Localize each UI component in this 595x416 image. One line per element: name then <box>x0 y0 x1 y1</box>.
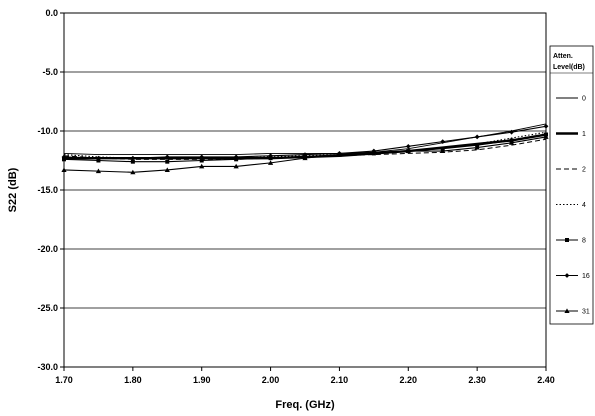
data-point-31 <box>302 155 308 161</box>
data-point-31 <box>474 144 480 150</box>
x-tick-label: 2.40 <box>537 375 555 385</box>
legend: Atten. Level(dB) 0 1 2 4 8 16 31 <box>549 45 594 325</box>
data-point-16 <box>199 154 205 160</box>
data-point-31 <box>405 148 411 154</box>
x-tick-label: 1.70 <box>55 375 73 385</box>
x-tick-label: 2.20 <box>400 375 418 385</box>
data-point-16 <box>543 123 549 129</box>
legend-marker-8 <box>565 238 569 242</box>
legend-box <box>549 45 594 325</box>
data-point-31 <box>336 152 343 157</box>
gridlines <box>64 71 546 309</box>
x-tick-label: 1.90 <box>193 375 211 385</box>
data-point-16 <box>405 143 411 149</box>
legend-item-16: 16 <box>556 273 590 280</box>
x-tick-label: 1.80 <box>124 375 142 385</box>
data-point-31 <box>233 163 239 169</box>
data-point-8 <box>165 159 170 164</box>
legend-label-16: 16 <box>582 273 590 280</box>
series-16 <box>61 123 549 161</box>
y-axis-title: S22 (dB) <box>7 167 19 212</box>
y-axis: 0.0 -5.0 -10.0 -15.0 -20.0 -25.0 -30.0 <box>37 8 64 372</box>
legend-label-31: 31 <box>582 309 590 316</box>
legend-item-31: 31 <box>556 308 590 316</box>
x-tick-label: 2.10 <box>331 375 349 385</box>
series-31 <box>61 134 549 175</box>
y-tick-label: -30.0 <box>37 362 58 372</box>
legend-item-8: 8 <box>556 238 586 245</box>
y-tick-label: -10.0 <box>37 126 58 136</box>
data-point-31 <box>267 160 274 165</box>
legend-items: 0 1 2 4 8 16 31 <box>556 96 590 316</box>
data-point-8 <box>130 159 135 164</box>
data-point-31 <box>440 148 446 154</box>
legend-item-1: 1 <box>556 131 586 138</box>
legend-label-8: 8 <box>582 238 586 245</box>
series-group <box>61 123 549 175</box>
data-point-16 <box>268 153 273 159</box>
plot-frame-group: 0.0 -5.0 -10.0 -15.0 -20.0 -25.0 -30.0 1.70 1.8… <box>37 8 554 385</box>
legend-marker-16 <box>564 273 570 278</box>
data-point-31 <box>371 149 377 155</box>
data-point-16 <box>233 154 239 160</box>
data-point-16 <box>164 154 170 160</box>
y-tick-label: -5.0 <box>42 67 58 77</box>
data-point-16 <box>474 134 480 140</box>
x-axis: 1.70 1.80 1.90 2.00 2.10 2.20 2.30 2.40 <box>55 367 555 385</box>
legend-marker-31 <box>564 308 570 313</box>
legend-title-line-1: Atten. <box>553 53 573 60</box>
y-tick-label: -20.0 <box>37 244 58 254</box>
legend-item-2: 2 <box>556 167 586 174</box>
data-point-16 <box>440 139 446 145</box>
data-point-16 <box>302 152 308 157</box>
data-point-16 <box>130 155 136 161</box>
data-point-31 <box>508 140 515 145</box>
data-point-16 <box>61 154 67 160</box>
legend-label-4: 4 <box>582 202 586 209</box>
data-point-31 <box>199 163 205 169</box>
x-axis-title: Freq. (GHz) <box>275 399 335 411</box>
x-tick-label: 2.30 <box>468 375 486 385</box>
y-tick-label: 0.0 <box>45 8 58 18</box>
data-point-31 <box>61 167 67 172</box>
legend-label-1: 1 <box>582 131 586 138</box>
data-point-16 <box>96 155 101 161</box>
data-point-16 <box>509 129 514 135</box>
legend-item-0: 0 <box>556 96 586 103</box>
data-point-31 <box>543 134 549 139</box>
legend-label-0: 0 <box>582 96 586 103</box>
data-point-31 <box>130 169 136 175</box>
legend-item-4: 4 <box>556 202 586 209</box>
x-tick-label: 2.00 <box>262 375 280 385</box>
data-point-31 <box>164 167 170 172</box>
legend-title-line-2: Level(dB) <box>553 64 585 71</box>
y-tick-label: -15.0 <box>37 185 58 195</box>
y-tick-label: -25.0 <box>37 303 58 313</box>
data-point-8 <box>199 158 204 163</box>
legend-label-2: 2 <box>582 167 586 174</box>
data-point-31 <box>95 168 102 174</box>
